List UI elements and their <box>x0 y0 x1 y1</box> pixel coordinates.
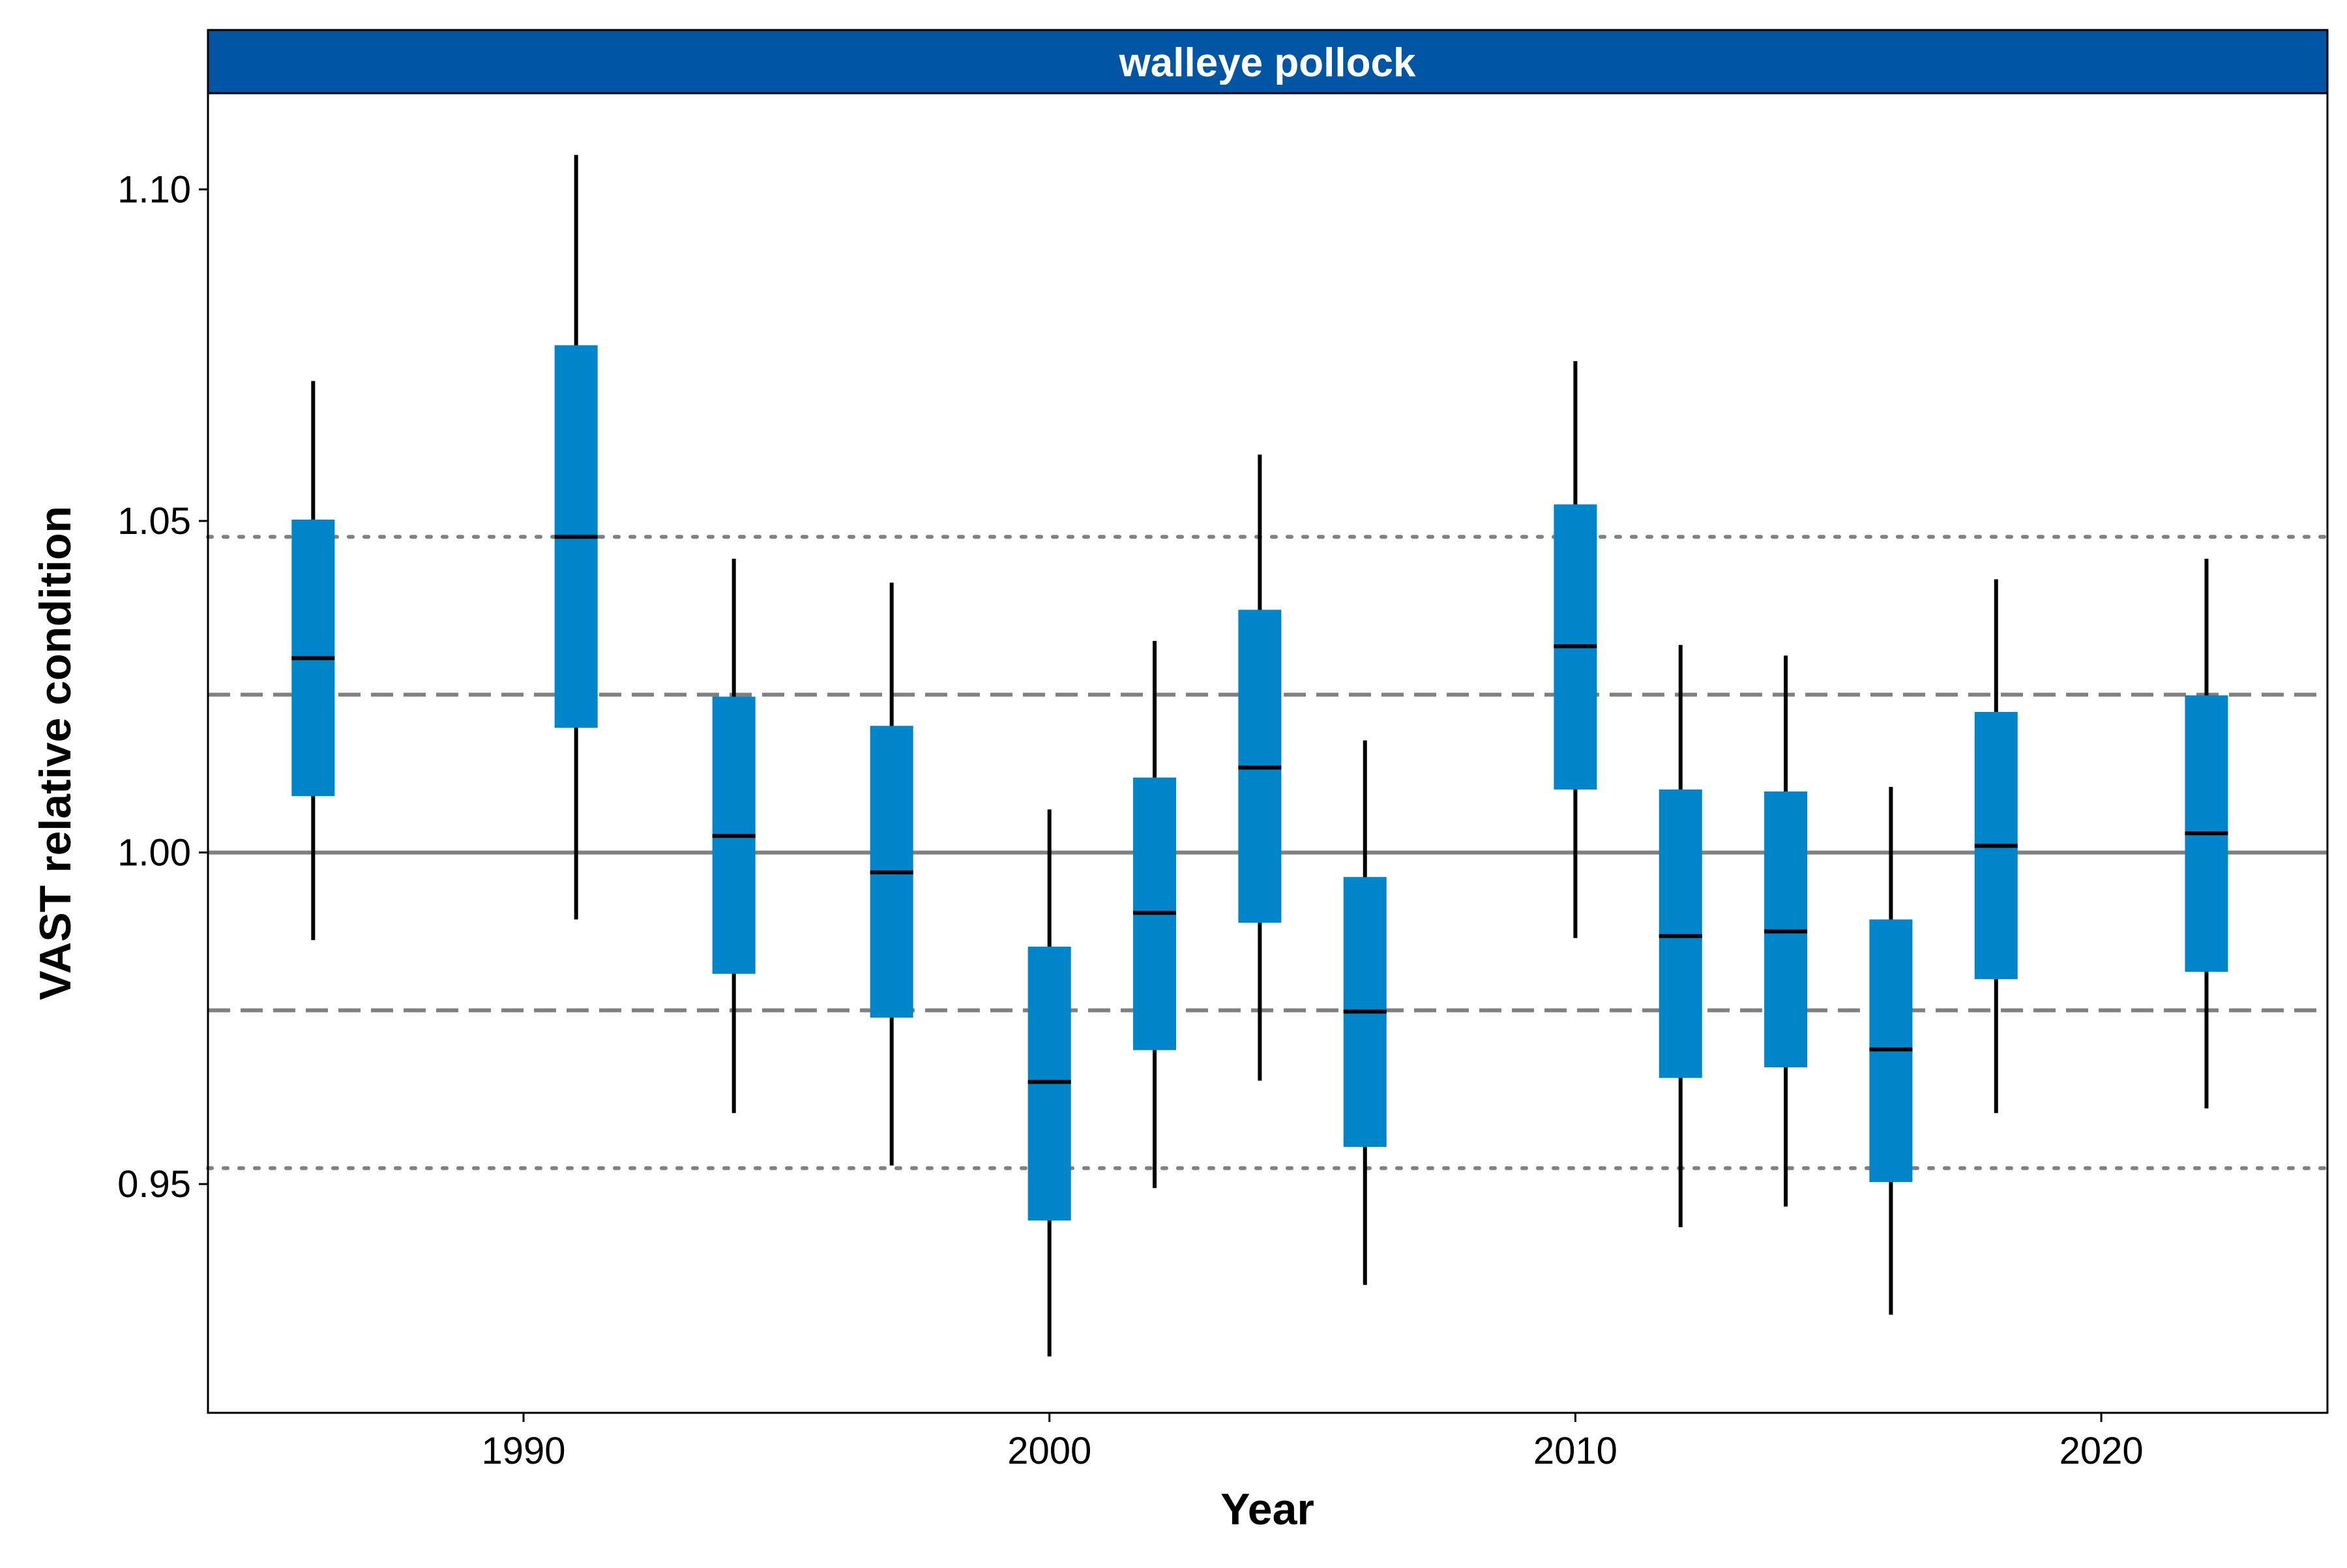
y-tick-label: 1.10 <box>117 168 191 211</box>
y-tick-label: 1.05 <box>117 500 191 542</box>
x-tick-label: 2000 <box>1007 1430 1091 1472</box>
strip-header <box>207 29 2329 95</box>
box-1991 <box>554 155 598 920</box>
box-2014 <box>1764 655 1808 1207</box>
box-2016 <box>1869 786 1913 1315</box>
y-axis-title: VAST relative condition <box>31 506 80 1000</box>
x-axis-title: Year <box>1220 1485 1314 1534</box>
box-2010 <box>1554 361 1597 938</box>
iqr-box <box>1764 791 1808 1068</box>
axes: 0.95 1.00 1.05 1.10 1990 2000 2010 2020 <box>117 168 2144 1472</box>
box-1994 <box>712 558 756 1114</box>
box-1997 <box>870 582 913 1166</box>
box-2000 <box>1027 809 1071 1357</box>
plot-panel-border <box>207 92 2329 1414</box>
x-tick-label: 2020 <box>2059 1430 2144 1472</box>
box-2004 <box>1238 454 1282 1081</box>
box-2018 <box>1974 579 2018 1114</box>
y-tick-label: 0.95 <box>117 1163 191 1206</box>
y-tick-label: 1.00 <box>117 832 191 874</box>
box-2006 <box>1343 740 1387 1285</box>
box-2012 <box>1659 645 1702 1228</box>
x-tick-label: 2010 <box>1533 1430 1617 1472</box>
x-tick-label: 1990 <box>482 1430 566 1472</box>
box-1986 <box>291 381 335 940</box>
box-2002 <box>1133 641 1177 1189</box>
box-2022 <box>2185 558 2228 1109</box>
chart-title: walleye pollock <box>1119 40 1416 85</box>
iqr-box <box>1659 789 1702 1078</box>
boxplot-marks <box>291 155 2228 1357</box>
